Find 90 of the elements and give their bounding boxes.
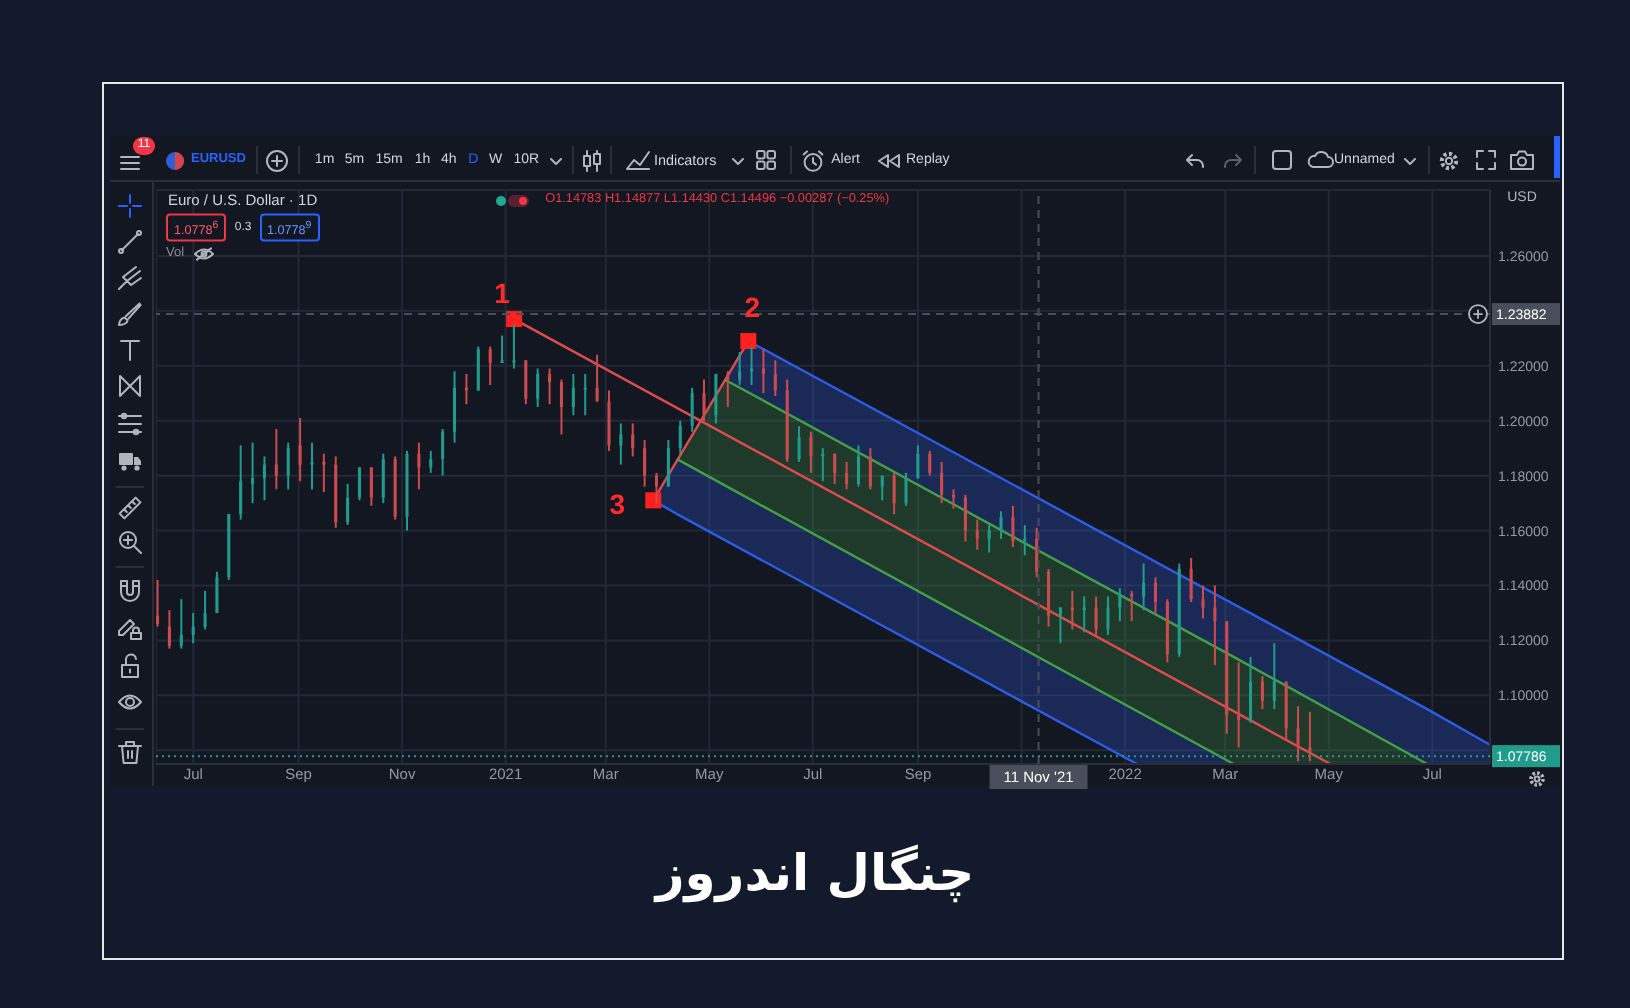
candlestick	[1284, 680, 1288, 741]
candlestick	[298, 416, 302, 483]
candlestick	[191, 611, 195, 645]
candlestick	[856, 444, 860, 488]
candlestick	[1047, 568, 1051, 628]
candlestick	[951, 488, 956, 510]
candlestick	[215, 570, 219, 614]
candlestick	[1023, 524, 1027, 557]
candlestick	[595, 353, 599, 403]
candlestick	[179, 598, 183, 650]
candlestick	[262, 455, 266, 502]
candlestick	[1118, 587, 1122, 623]
candlestick	[381, 452, 385, 505]
candlestick	[1249, 655, 1253, 724]
candlestick	[690, 386, 694, 433]
point	[645, 492, 662, 509]
candlestick	[928, 449, 932, 477]
annotation: 1	[494, 276, 511, 309]
text: چنگال اندروز	[655, 844, 975, 904]
candlestick	[346, 482, 350, 527]
candlestick	[1213, 584, 1217, 667]
candlestick	[274, 427, 278, 491]
candlestick	[845, 460, 849, 491]
candlestick	[512, 323, 516, 370]
point	[506, 311, 523, 328]
candlestick	[500, 334, 504, 365]
candlestick	[654, 471, 659, 505]
candlestick	[1296, 705, 1300, 763]
candlestick	[1106, 595, 1110, 636]
candlestick	[833, 452, 837, 485]
candlestick	[1058, 606, 1062, 645]
candlestick	[251, 441, 255, 505]
candlestick	[868, 447, 872, 491]
candlestick	[773, 359, 777, 397]
candlestick	[239, 444, 243, 521]
candlestick	[286, 441, 290, 491]
candlestick	[167, 609, 171, 650]
point	[740, 333, 757, 350]
candlestick	[310, 441, 314, 491]
candlestick	[429, 449, 433, 474]
candlestick	[643, 438, 647, 488]
candlestick	[453, 370, 457, 444]
candlestick	[357, 466, 362, 502]
candlestick	[880, 474, 884, 502]
candlestick	[714, 373, 718, 425]
candlestick	[1070, 589, 1074, 631]
candlestick	[678, 419, 682, 455]
candlestick	[1272, 642, 1276, 711]
candlestick	[1201, 584, 1205, 620]
candlestick	[702, 378, 706, 422]
candlestick	[156, 578, 160, 628]
candlestick	[904, 471, 908, 507]
annotation: 3	[609, 488, 626, 521]
candlestick	[619, 422, 623, 466]
candlestick	[524, 359, 528, 406]
candlestick	[417, 441, 421, 491]
candlestick	[1082, 595, 1086, 634]
candlestick	[1035, 526, 1039, 579]
candlestick	[987, 524, 991, 554]
candlestick	[607, 389, 611, 452]
candlestick	[476, 345, 480, 392]
candlestick	[916, 444, 920, 480]
candlestick	[1189, 557, 1193, 603]
candlestick	[571, 373, 575, 417]
candlestick	[369, 466, 373, 507]
candlestick	[1153, 576, 1158, 614]
candlestick	[1011, 504, 1015, 549]
candlestick	[797, 425, 801, 463]
candlestick	[322, 452, 326, 494]
candlestick	[488, 345, 492, 386]
candlestick	[726, 370, 730, 408]
candlestick	[940, 460, 944, 505]
candlestick	[999, 510, 1003, 540]
candlestick	[892, 471, 896, 516]
candlestick	[666, 438, 670, 488]
candlestick	[441, 427, 445, 477]
candlestick	[203, 589, 207, 631]
candlestick	[548, 367, 552, 406]
candlestick	[1094, 595, 1098, 636]
candlestick	[559, 378, 563, 436]
candlestick	[1142, 562, 1146, 612]
candlestick	[1260, 675, 1264, 711]
candlestick	[809, 430, 813, 474]
annotation: 2	[744, 290, 761, 323]
candlestick	[738, 351, 742, 386]
candlestick	[536, 367, 540, 408]
candlestick	[975, 518, 979, 551]
candlestick	[583, 373, 587, 417]
candlestick	[631, 422, 635, 458]
candlestick	[963, 493, 967, 543]
